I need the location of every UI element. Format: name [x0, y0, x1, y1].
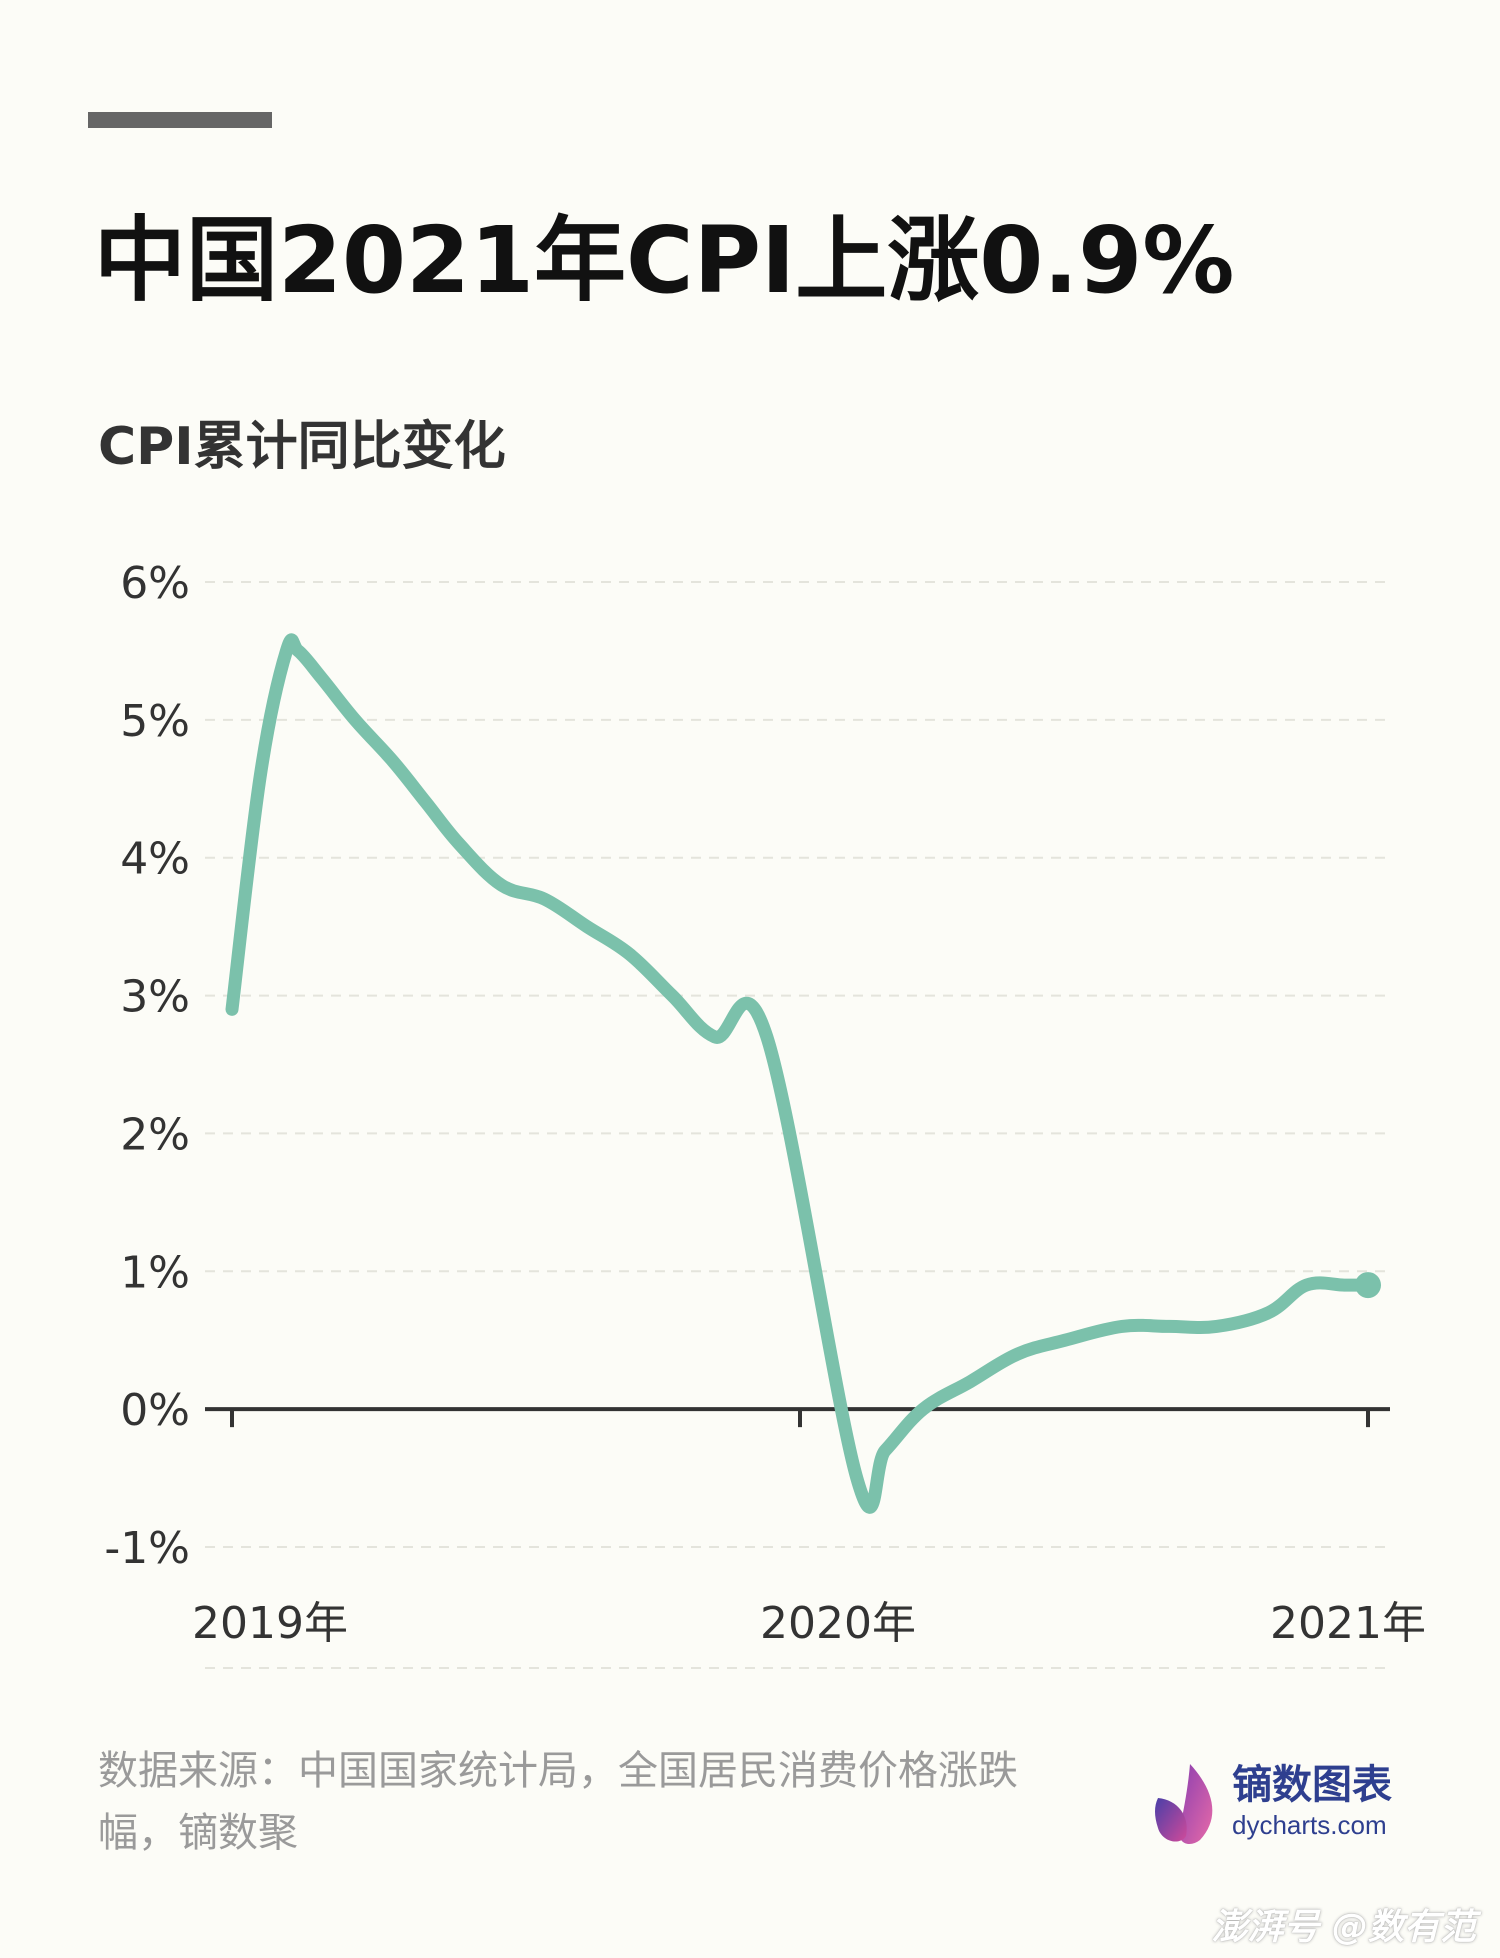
x-tick-label: 2019年 — [192, 1598, 348, 1649]
butterfly-logo-icon — [1155, 1764, 1213, 1844]
y-tick-label: 4% — [120, 834, 190, 885]
cpi-series-line — [225, 633, 1375, 1514]
y-tick-label: 6% — [120, 558, 190, 609]
watermark: 澎湃号 @数有范 — [1211, 1907, 1476, 1948]
source-note: 数据来源：中国国家统计局，全国居民消费价格涨跌幅，镝数聚 — [98, 1748, 1018, 1856]
y-tick-label: -1% — [104, 1523, 190, 1574]
cpi-end-point — [1355, 1272, 1381, 1299]
x-axis — [205, 1407, 1390, 1428]
series-layer — [225, 633, 1381, 1514]
x-tick-label: 2021年 — [1270, 1598, 1426, 1649]
dycharts-logo[interactable]: 镝数图表 dycharts.com — [1150, 1758, 1410, 1848]
y-tick-label: 2% — [120, 1109, 190, 1160]
chart-title: 中国2021年CPI上涨0.9% — [94, 207, 1235, 314]
logo-name: 镝数图表 — [1232, 1761, 1392, 1808]
y-tick-labels: 6% 5% 4% 3% 2% 1% 0% -1% — [104, 558, 190, 1574]
y-tick-label: 0% — [120, 1385, 190, 1436]
chart-subtitle: CPI累计同比变化 — [98, 417, 506, 477]
logo-url: dycharts.com — [1232, 1810, 1387, 1840]
y-tick-label: 5% — [120, 696, 190, 747]
y-tick-label: 1% — [120, 1247, 190, 1298]
y-tick-label: 3% — [120, 972, 190, 1023]
x-tick-labels: 2019年 2020年 2021年 — [192, 1598, 1426, 1649]
cpi-line-chart: 6% 5% 4% 3% 2% 1% 0% -1% 2019年 2020年 2021年 — [104, 558, 1426, 1669]
accent-bar — [88, 112, 272, 128]
x-tick-label: 2020年 — [760, 1598, 916, 1649]
